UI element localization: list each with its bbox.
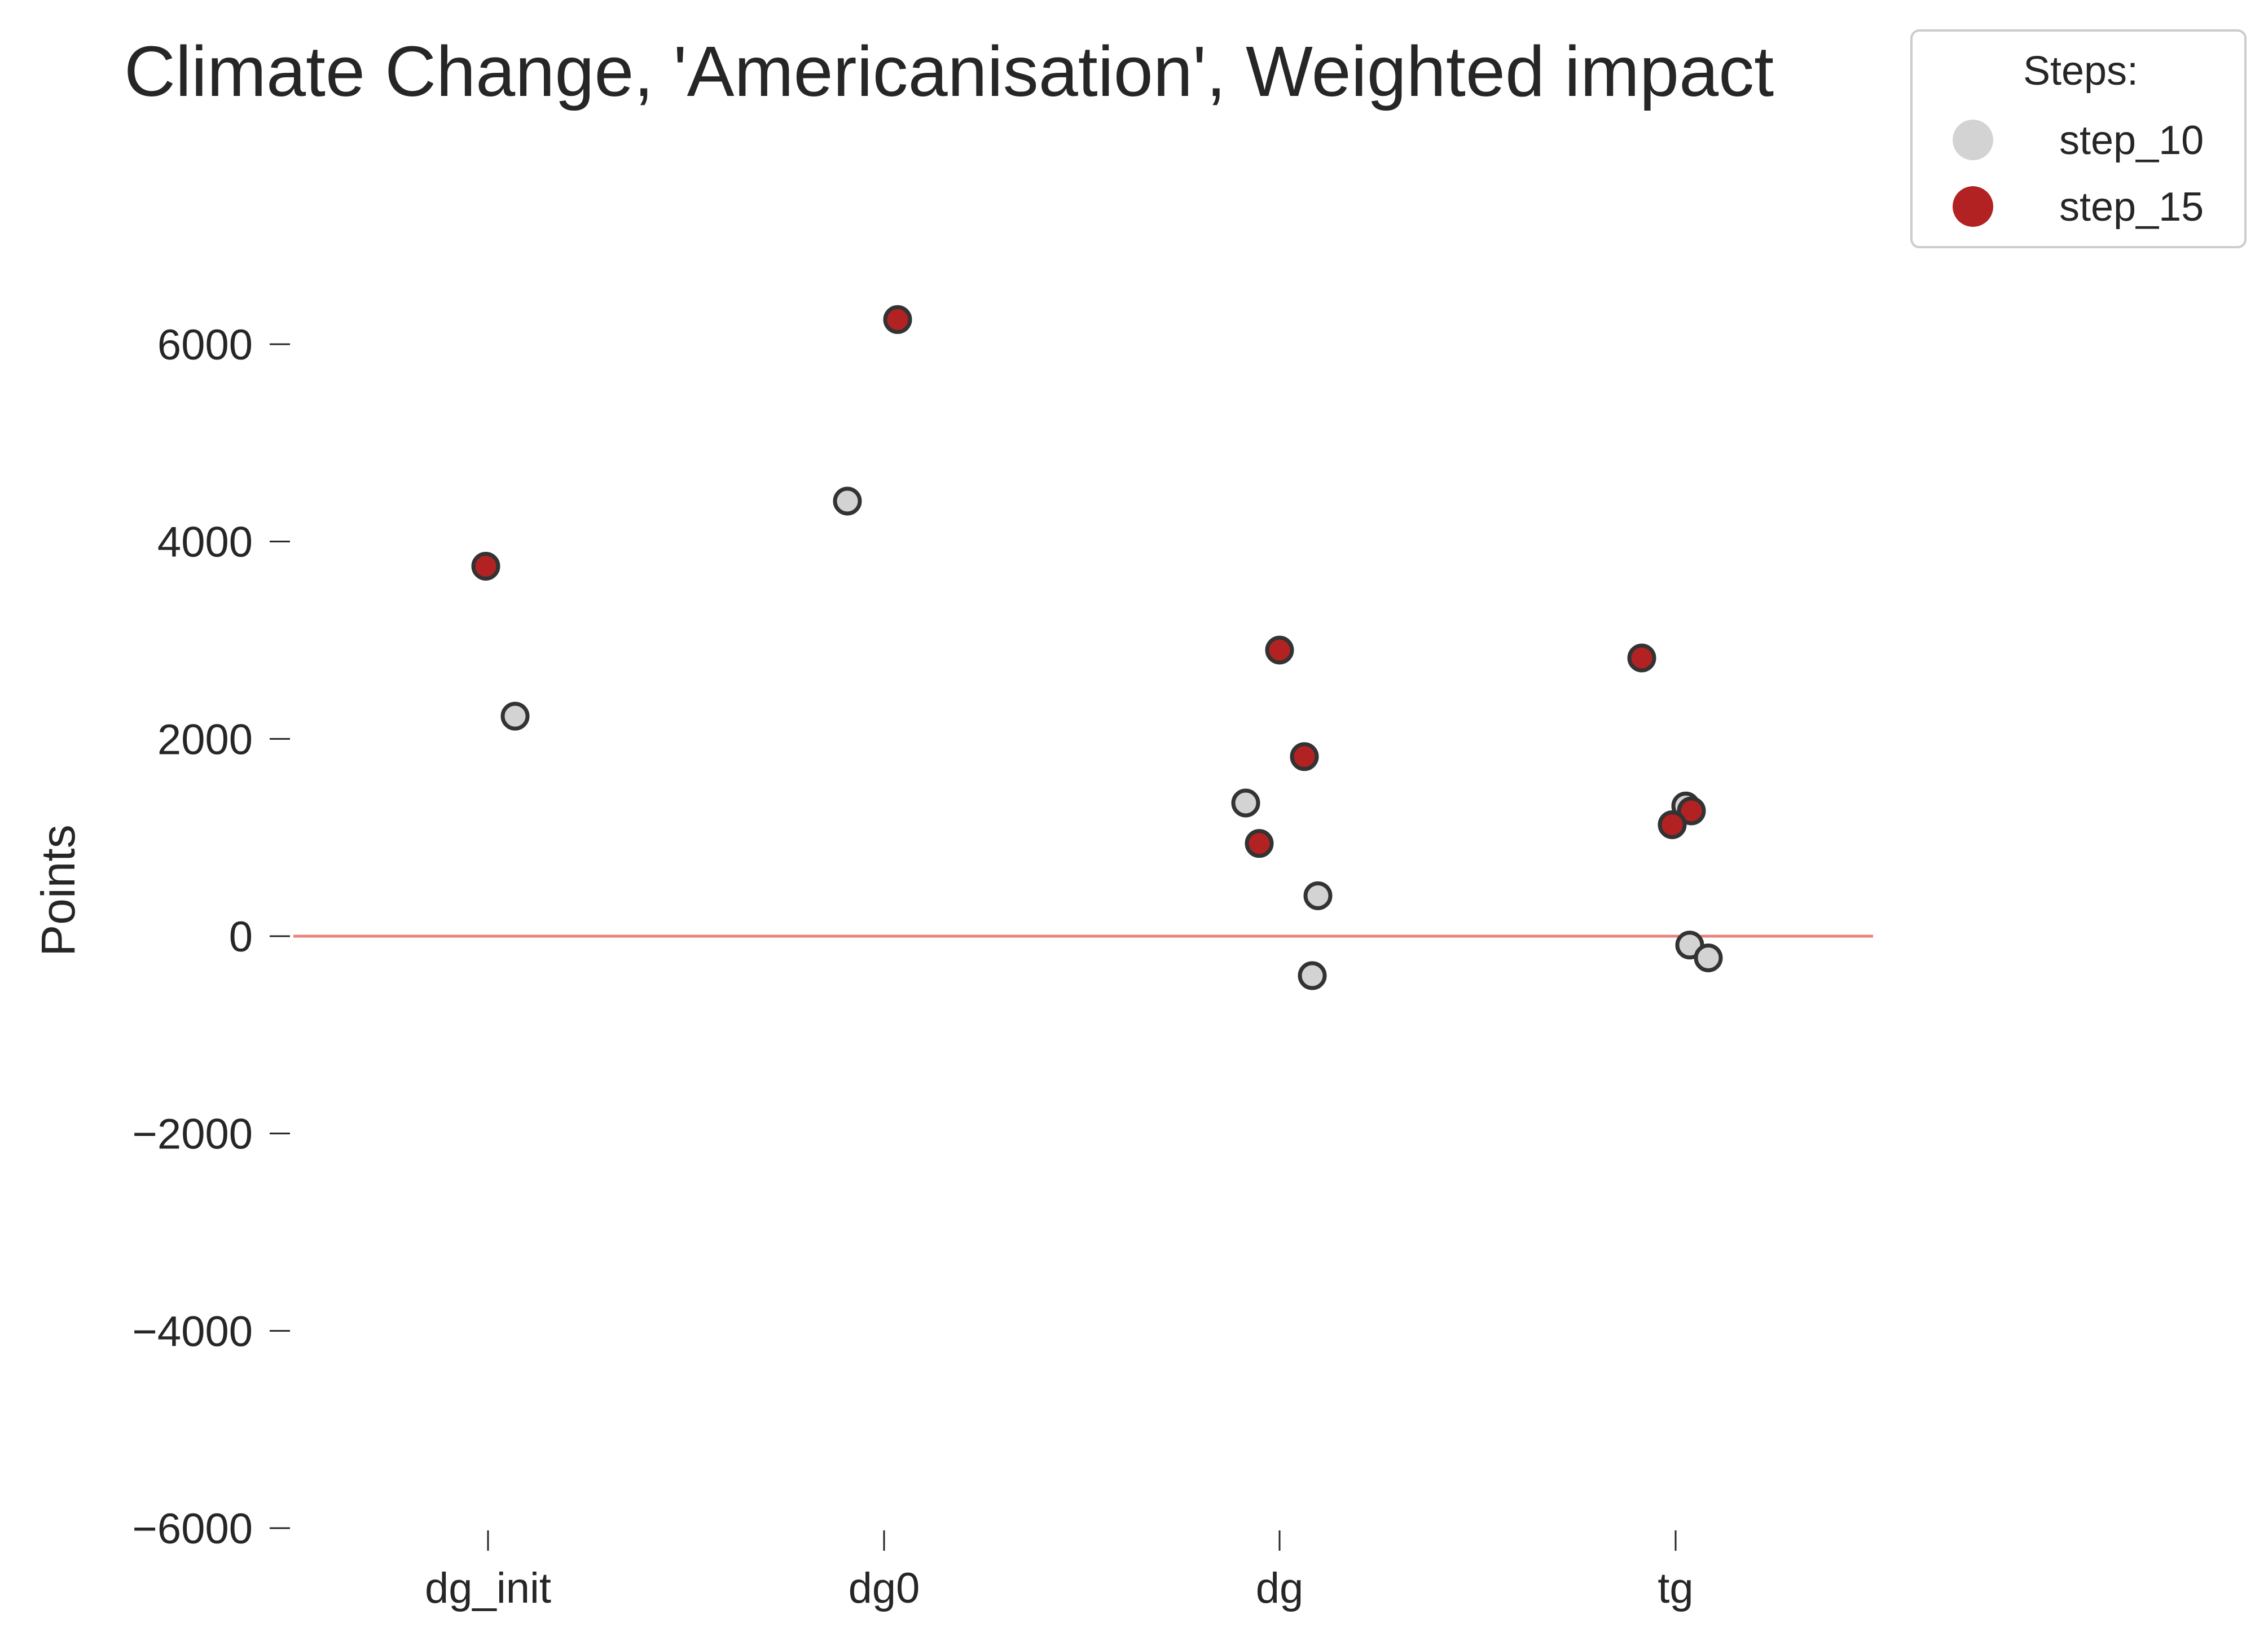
x-tick-label: tg xyxy=(1658,1564,1693,1612)
data-point-step-15 xyxy=(1627,643,1656,673)
data-point-step-10 xyxy=(500,701,530,731)
x-axis: dg_init dg0 dg tg xyxy=(425,1530,1694,1612)
x-tick-label: dg xyxy=(1256,1564,1304,1612)
y-axis-label: Points xyxy=(32,824,85,956)
x-tick-label: dg_init xyxy=(425,1564,551,1612)
y-tick-label: −4000 xyxy=(133,1307,253,1355)
data-point-step-10 xyxy=(1303,881,1333,910)
data-point-step-10 xyxy=(1298,961,1327,990)
legend-marker-step-15 xyxy=(1953,186,1993,227)
legend-marker-step-10 xyxy=(1953,120,1993,160)
data-point-step-15 xyxy=(1658,810,1687,839)
chart-title: Climate Change, 'Americanisation', Weigh… xyxy=(124,32,1774,111)
data-point-step-15 xyxy=(883,305,912,334)
legend-label-step-10: step_10 xyxy=(2059,118,2204,163)
legend-items: step_10 step_15 xyxy=(1953,118,2204,230)
data-point-step-15 xyxy=(1265,635,1294,665)
data-point-step-15 xyxy=(1677,796,1706,826)
legend-title: Steps: xyxy=(2023,49,2138,94)
data-point-step-15 xyxy=(471,551,500,581)
y-axis: −6000 −4000 −2000 0 2000 4000 6000 xyxy=(133,321,290,1553)
legend-label-step-15: step_15 xyxy=(2059,185,2204,230)
data-point-step-15 xyxy=(1245,829,1274,858)
y-tick-label: 2000 xyxy=(157,716,253,764)
x-tick-label: dg0 xyxy=(849,1564,920,1612)
legend[interactable]: Steps: step_10 step_15 xyxy=(1910,29,2247,248)
data-point-step-15 xyxy=(1290,742,1319,771)
y-tick-label: −2000 xyxy=(133,1111,253,1159)
data-point-step-10 xyxy=(833,486,862,516)
y-tick-label: 6000 xyxy=(157,321,253,369)
data-point-step-10 xyxy=(1231,788,1260,818)
legend-frame xyxy=(1910,29,2247,248)
y-tick-label: 0 xyxy=(229,913,253,961)
y-tick-label: −6000 xyxy=(133,1505,253,1553)
data-point-step-10 xyxy=(1694,943,1723,972)
y-tick-label: 4000 xyxy=(157,519,253,567)
data-points xyxy=(471,305,1723,990)
